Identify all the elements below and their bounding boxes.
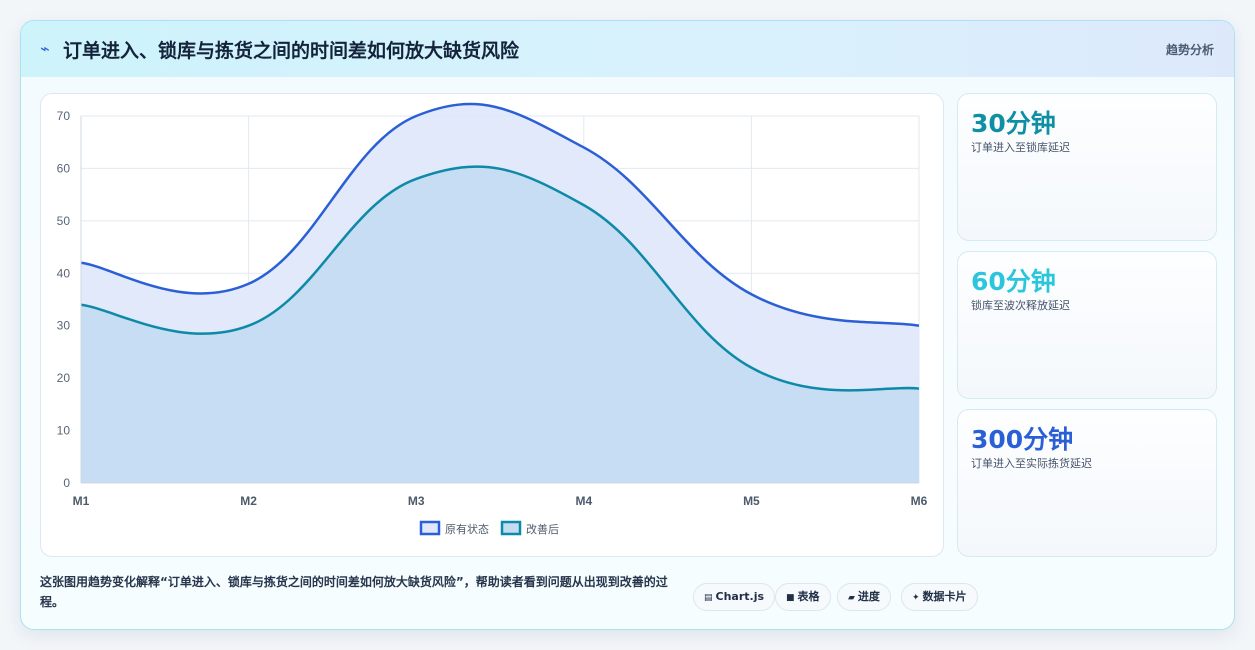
page-title: 订单进入、锁库与拣货之间的时间差如何放大缺货风险	[63, 40, 520, 62]
x-tick-label: M2	[240, 494, 257, 508]
kpi-card-lock-to-wave: 60分钟 锁库至波次释放延迟	[957, 251, 1217, 399]
y-tick-label: 10	[57, 424, 71, 438]
series-original-line	[80, 102, 920, 327]
pill-chartjs[interactable]: ▤ Chart.js	[693, 583, 776, 611]
y-tick-label: 60	[57, 161, 71, 175]
y-tick-label: 40	[57, 266, 71, 280]
series-improved-line	[80, 165, 920, 392]
x-tick-label: M1	[73, 494, 90, 508]
chart-description: 这张图用趋势变化解释“订单进入、锁库与拣货之间的时间差如何放大缺货风险”，帮助读…	[40, 575, 668, 609]
kpi-label: 锁库至波次释放延迟	[971, 299, 1070, 312]
x-tick-label: M6	[911, 494, 928, 508]
pill-table[interactable]: ■ 表格	[775, 583, 831, 611]
legend-swatch	[419, 520, 441, 536]
area-chart: 0 10 20 30 40 50 60 70 M1 M2 M3 M4 M5 M6 原有状态 改善后	[57, 102, 928, 536]
x-tick-label: M4	[575, 494, 592, 508]
kpi-value: 30分钟	[971, 109, 1056, 138]
kpi-label: 订单进入至锁库延迟	[971, 141, 1070, 154]
x-tick-label: M3	[408, 494, 425, 508]
card-icon: ✦	[912, 593, 920, 603]
kpi-card-order-to-lock: 30分钟 订单进入至锁库延迟	[957, 93, 1217, 241]
analysis-tag: 趋势分析	[1165, 43, 1214, 57]
series-improved-area	[81, 166, 919, 483]
legend-label: 改善后	[526, 522, 559, 536]
kpi-value: 300分钟	[971, 425, 1074, 454]
pill-label: 数据卡片	[922, 590, 967, 603]
x-tick-label: M5	[743, 494, 760, 508]
pill-label: 表格	[797, 590, 820, 603]
chart-icon: ▤	[704, 593, 713, 603]
progress-icon: ▰	[848, 593, 855, 603]
chart-card: ⌁ 订单进入、锁库与拣货之间的时间差如何放大缺货风险 趋势分析 0 10 20 30 4…	[20, 20, 1235, 630]
y-tick-label: 20	[57, 371, 71, 385]
card-header: ⌁ 订单进入、锁库与拣货之间的时间差如何放大缺货风险 趋势分析	[21, 21, 1234, 77]
y-tick-label: 30	[57, 319, 71, 333]
chart-panel: 0 10 20 30 40 50 60 70 M1 M2 M3 M4 M5 M6 原有状态 改善后	[40, 93, 944, 557]
pill-label: Chart.js	[715, 590, 765, 603]
y-tick-label: 50	[57, 214, 71, 228]
pill-label: 进度	[857, 590, 880, 603]
legend-label: 原有状态	[445, 522, 489, 536]
pill-data-card[interactable]: ✦ 数据卡片	[901, 583, 978, 611]
lightning-icon: ⌁	[40, 39, 50, 58]
y-tick-label: 0	[63, 476, 70, 490]
kpi-card-order-to-pick: 300分钟 订单进入至实际拣货延迟	[957, 409, 1217, 557]
y-tick-label: 70	[57, 109, 71, 123]
kpi-value: 60分钟	[971, 267, 1056, 296]
kpi-label: 订单进入至实际拣货延迟	[971, 457, 1092, 470]
legend-swatch	[500, 520, 522, 536]
table-icon: ■	[786, 593, 795, 603]
pill-progress[interactable]: ▰ 进度	[837, 583, 891, 611]
